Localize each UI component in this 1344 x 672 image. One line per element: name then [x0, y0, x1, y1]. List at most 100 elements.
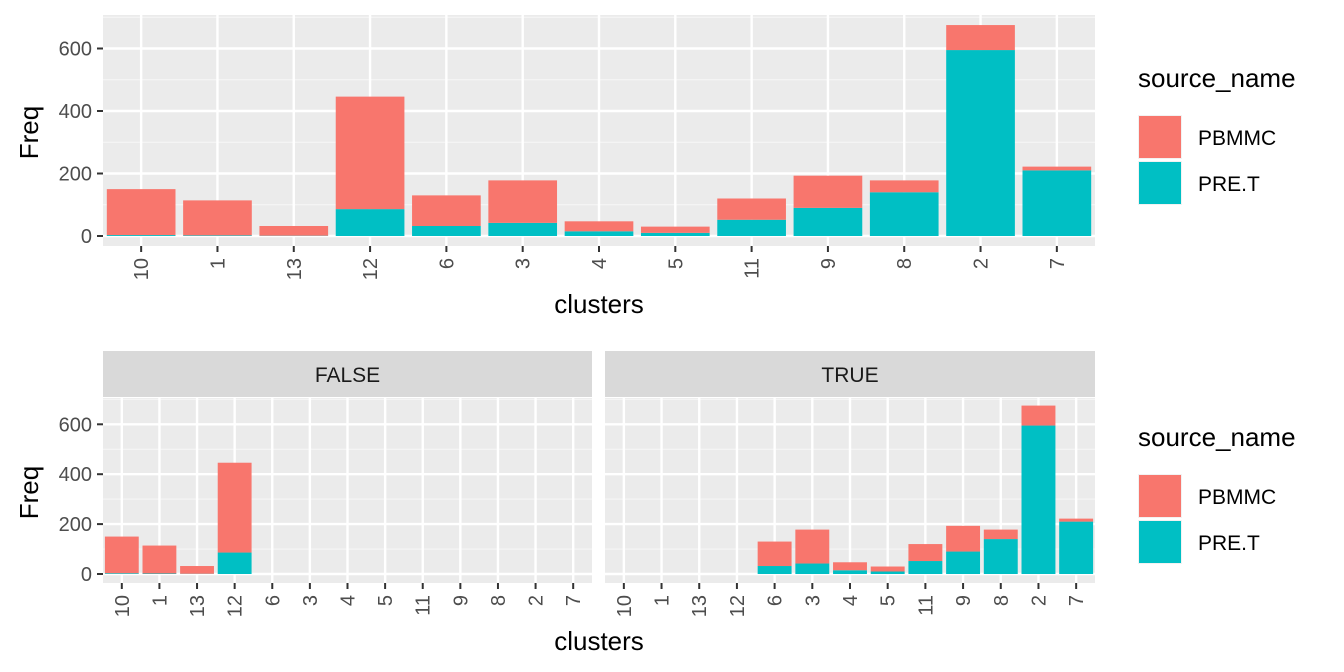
top-x-tick-label: 10	[131, 258, 153, 280]
facet-false-y-tick-label: 400	[59, 464, 92, 486]
facet-true-x-tick-label: 8	[991, 595, 1013, 606]
top-bar-pre-t-9	[793, 207, 863, 236]
facet-false-x-tick-label: 11	[413, 595, 435, 616]
facet-false-x-tick-label: 1	[149, 595, 171, 606]
facet-false-x-tick-label: 7	[563, 595, 585, 606]
top-bar-pbmmc-3	[488, 180, 558, 223]
bottom-legend-label: PBMMC	[1198, 486, 1276, 509]
top-y-tick-label: 200	[59, 164, 92, 186]
top-y-tick-label: 0	[81, 226, 92, 248]
facet-true-x-tick-label: 3	[802, 595, 824, 606]
top-bar-pbmmc-13	[259, 226, 329, 236]
facet-true-x-tick-label: 10	[614, 595, 636, 617]
top-legend-label: PBMMC	[1198, 127, 1276, 150]
top-x-tick-label: 4	[589, 258, 611, 269]
top-bar-pre-t-3	[488, 222, 558, 236]
top-legend-title: source_name	[1138, 63, 1296, 93]
facet-strip-true	[605, 351, 1095, 397]
facet-true-x-tick-label: 1	[652, 595, 674, 606]
top-x-tick-label: 8	[894, 258, 916, 269]
top-bar-pre-t-11	[717, 219, 786, 236]
facet-true-bar-pbmmc-7	[1059, 518, 1094, 522]
facet-false-y-tick-label: 0	[81, 564, 92, 586]
facet-true-bar-pbmmc-8	[983, 529, 1018, 540]
top-x-tick-label: 1	[207, 258, 229, 269]
facet-false-bar-pbmmc-13	[180, 566, 214, 574]
top-x-tick-label: 6	[436, 258, 458, 269]
top-x-tick-label: 7	[1047, 258, 1069, 269]
top-x-tick-label: 12	[360, 258, 382, 280]
facet-strip-label-true: TRUE	[821, 364, 878, 387]
top-bar-pbmmc-7	[1022, 166, 1092, 171]
facet-true-bar-pre-t-2	[1021, 425, 1056, 574]
top-bar-pbmmc-1	[183, 200, 252, 236]
top-x-tick-label: 5	[665, 258, 687, 269]
facet-true-x-tick-label: 11	[915, 595, 937, 616]
facet-true-x-tick-label: 6	[765, 595, 787, 606]
facet-true-x-tick-label: 4	[840, 595, 862, 606]
bottom-legend: source_name PBMMC PRE.T	[1138, 422, 1296, 564]
top-bar-pbmmc-12	[335, 96, 405, 210]
top-x-tick-label: 3	[513, 258, 535, 269]
top-bar-pbmmc-11	[717, 198, 786, 220]
facet-false-x-tick-label: 10	[112, 595, 134, 617]
top-bar-pbmmc-5	[640, 226, 710, 233]
facet-false-bar-pre-t-10	[104, 573, 139, 574]
top-bar-pre-t-2	[946, 50, 1015, 236]
bottom-y-axis-title: Freq	[14, 466, 44, 519]
facet-true-bar-pbmmc-4	[833, 562, 867, 571]
facet-false-bar-pre-t-12	[217, 552, 252, 574]
top-bar-pbmmc-8	[869, 180, 939, 193]
facet-false-x-tick-label: 5	[375, 595, 397, 606]
top-x-tick-label: 13	[284, 258, 306, 280]
top-legend-key-pre-t	[1139, 162, 1181, 204]
facet-true-bar-pbmmc-5	[870, 566, 905, 572]
facet-false-bar-pbmmc-10	[104, 536, 139, 574]
bottom-legend-label: PRE.T	[1198, 532, 1260, 555]
top-bar-pre-t-8	[869, 192, 939, 236]
facet-false-x-tick-label: 13	[187, 595, 209, 617]
top-bar-pre-t-7	[1022, 170, 1092, 236]
top-bar-pre-t-4	[564, 231, 634, 236]
facet-false-x-tick-label: 3	[300, 595, 322, 606]
facet-strip-false	[103, 351, 592, 397]
top-x-axis-title: clusters	[554, 289, 644, 319]
facet-true-x-tick-label: 5	[878, 595, 900, 606]
facet-true-bar-pbmmc-11	[908, 544, 943, 562]
top-legend-label: PRE.T	[1198, 173, 1260, 196]
facet-false-x-tick-label: 6	[262, 595, 284, 606]
top-bar-pre-t-10	[106, 235, 176, 236]
top-x-tick-label: 2	[971, 258, 993, 269]
facet-true-bar-pre-t-11	[908, 561, 943, 574]
top-x-tick-label: 11	[742, 258, 764, 279]
bottom-legend-key-pbmmc	[1139, 475, 1181, 517]
bottom-legend-title: source_name	[1138, 422, 1296, 452]
facet-true-bar-pbmmc-2	[1021, 405, 1056, 426]
facet-false-y-tick-label: 200	[59, 514, 92, 536]
facet-false-panel: 0 200 400 600 10 1 13 12 6 3 4 5 11 9 8 2 7	[59, 398, 592, 617]
top-y-axis-title: Freq	[14, 106, 44, 159]
facet-true-bar-pre-t-3	[795, 563, 830, 574]
facet-true-x-tick-label: 2	[1028, 595, 1050, 606]
facet-false-x-tick-label: 8	[488, 595, 510, 606]
top-x-tick-label: 9	[818, 258, 840, 269]
facet-true-bar-pre-t-7	[1059, 521, 1094, 574]
top-bar-pbmmc-9	[793, 175, 863, 208]
facet-true-bar-pre-t-4	[833, 570, 867, 574]
top-bar-pre-t-6	[412, 226, 481, 236]
facet-true-bar-pre-t-6	[757, 566, 792, 574]
top-bar-pbmmc-10	[106, 189, 176, 236]
top-legend: source_name PBMMC PRE.T	[1138, 63, 1296, 205]
facet-false-x-tick-label: 4	[338, 595, 360, 606]
facet-true-bar-pbmmc-9	[946, 525, 981, 552]
top-y-tick-label: 600	[59, 39, 92, 61]
facet-false-bar-pbmmc-1	[142, 545, 177, 574]
facet-strip-label-false: FALSE	[315, 364, 380, 387]
facet-true-x-tick-label: 9	[953, 595, 975, 606]
top-bar-pre-t-1	[183, 235, 252, 236]
top-legend-key-pbmmc	[1139, 116, 1181, 158]
top-bar-pbmmc-4	[564, 221, 634, 232]
facet-false-x-tick-label: 12	[225, 595, 247, 617]
top-bar-pbmmc-6	[412, 195, 481, 226]
top-panel: 0 200 400 600 10 1 13 12 6 3 4 5 11 9 8 2 7	[59, 15, 1095, 280]
